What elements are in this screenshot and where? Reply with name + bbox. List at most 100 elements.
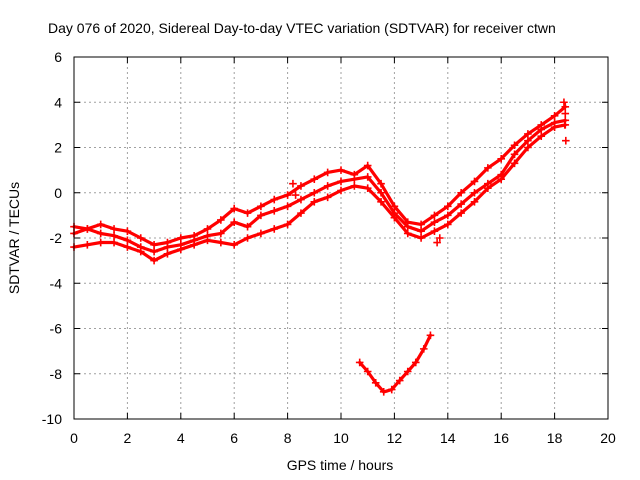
data-point xyxy=(310,198,319,206)
data-point xyxy=(257,229,265,238)
data-point xyxy=(390,202,399,211)
data-point xyxy=(560,121,569,129)
data-point xyxy=(363,173,372,181)
data-point xyxy=(257,202,265,211)
data-point xyxy=(337,186,345,195)
x-tick-label: 12 xyxy=(387,430,403,446)
data-point xyxy=(403,222,412,231)
data-point xyxy=(96,229,105,238)
y-tick-label: -2 xyxy=(50,230,63,246)
data-point xyxy=(562,136,570,145)
data-point xyxy=(561,102,570,111)
data-point xyxy=(110,225,118,233)
data-point xyxy=(350,182,359,190)
data-point xyxy=(417,220,425,229)
data-point xyxy=(484,184,492,193)
data-point xyxy=(444,211,452,220)
data-point xyxy=(283,191,292,199)
data-point xyxy=(297,182,305,190)
y-tick-label: -6 xyxy=(50,321,63,337)
data-point xyxy=(243,234,252,242)
data-point xyxy=(417,234,425,242)
series-line xyxy=(358,333,432,394)
data-point xyxy=(371,379,380,387)
data-point xyxy=(323,168,332,177)
data-point xyxy=(217,238,225,247)
data-point xyxy=(395,376,404,385)
data-point xyxy=(457,188,465,197)
series-track-1 xyxy=(70,102,570,249)
data-point xyxy=(83,240,92,249)
data-point xyxy=(283,202,292,211)
ticks xyxy=(73,56,609,420)
x-tick-label: 20 xyxy=(600,430,616,446)
data-point xyxy=(310,175,319,183)
data-point xyxy=(470,188,479,197)
data-point xyxy=(123,243,132,251)
data-point xyxy=(411,358,420,367)
data-point xyxy=(243,222,252,231)
x-tick-label: 14 xyxy=(440,430,456,446)
data-point xyxy=(289,179,297,188)
data-point xyxy=(379,388,388,396)
x-tick-label: 0 xyxy=(70,430,78,446)
data-point xyxy=(387,385,396,394)
data-point xyxy=(297,209,305,217)
data-point xyxy=(217,216,225,224)
data-point xyxy=(136,234,145,242)
data-point xyxy=(96,238,105,247)
data-point xyxy=(83,225,92,233)
y-tick-label: -8 xyxy=(50,366,63,382)
data-point xyxy=(497,155,505,163)
y-tick-label: 0 xyxy=(54,185,62,201)
x-axis-label: GPS time / hours xyxy=(287,457,394,473)
data-point xyxy=(419,345,428,353)
chart-title: Day 076 of 2020, Sidereal Day-to-day VTE… xyxy=(48,20,556,36)
data-point xyxy=(110,231,118,240)
data-point xyxy=(163,243,172,251)
y-tick-label: 2 xyxy=(54,140,62,156)
data-point xyxy=(390,213,399,222)
data-point xyxy=(524,130,532,138)
y-tick-label: -10 xyxy=(42,411,62,427)
data-point xyxy=(203,225,212,233)
x-tick-label: 16 xyxy=(493,430,509,446)
data-point xyxy=(430,211,439,220)
series-line xyxy=(72,123,567,263)
data-point xyxy=(291,191,300,199)
y-tick-label: 4 xyxy=(54,94,62,110)
data-point xyxy=(323,182,332,190)
data-point xyxy=(433,238,441,247)
x-tick-label: 10 xyxy=(333,430,349,446)
data-point xyxy=(150,256,158,265)
data-point xyxy=(510,150,519,159)
data-point xyxy=(444,220,452,229)
data-point xyxy=(403,367,412,376)
data-point xyxy=(524,143,532,152)
data-point xyxy=(430,227,439,236)
data-point xyxy=(524,136,532,145)
data-point xyxy=(457,209,465,217)
data-point xyxy=(110,238,118,247)
x-tick-label: 6 xyxy=(230,430,238,446)
data-point xyxy=(510,159,519,168)
data-point xyxy=(363,367,372,376)
data-point xyxy=(243,209,252,217)
x-tick-label: 4 xyxy=(177,430,185,446)
data-point xyxy=(337,177,345,186)
data-point xyxy=(270,207,279,215)
data-point xyxy=(190,240,198,249)
data-point xyxy=(435,234,444,242)
series-track-2 xyxy=(70,116,570,256)
x-tick-label: 18 xyxy=(547,430,563,446)
data-point xyxy=(377,198,385,206)
data-point xyxy=(350,175,359,183)
data-point xyxy=(561,109,570,118)
data-point xyxy=(403,229,412,238)
data-point xyxy=(510,141,519,150)
data-point xyxy=(203,236,212,245)
data-point xyxy=(470,198,479,206)
data-point xyxy=(123,236,132,245)
data-point xyxy=(177,234,185,242)
